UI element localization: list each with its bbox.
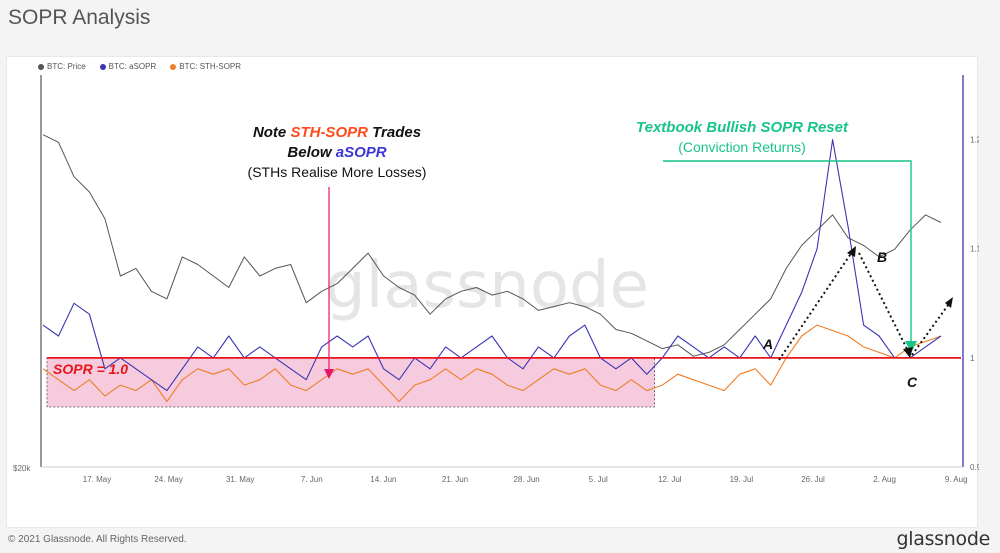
path-a-to-b-head [847,246,856,257]
note-line-2: Below aSOPR [287,144,386,161]
x-tick-label: 7. Jun [301,475,323,484]
note-line-3: (STHs Realise More Losses) [248,164,427,180]
copyright: © 2021 Glassnode. All Rights Reserved. [8,534,187,545]
watermark-text: glassnode [325,249,649,323]
x-tick-label: 9. Aug [945,475,968,484]
point-c-label: C [907,374,918,390]
legend-label: BTC: STH-SOPR [179,62,242,71]
legend-label: BTC: Price [47,62,86,71]
sth-sopr-series-line [42,324,942,403]
legend-label: BTC: aSOPR [108,62,157,71]
note-line-1: Note STH-SOPR Trades [253,124,421,141]
point-a-label: A [762,336,773,352]
path-a-to-b [778,248,855,361]
legend-dot-icon [170,63,177,70]
point-b-label: B [877,249,887,265]
path-c-to-rise-head [945,297,953,308]
x-tick-label: 5. Jul [589,475,608,484]
asopr-series-line [42,139,942,392]
chart-legend: BTC: Price BTC: aSOPR BTC: STH-SOPR [38,62,241,71]
chart-container: 1.2 1.1 1 0.9 $20k 17. May 24. May 31. May 7. Ju… [6,56,979,528]
price-series-line [42,134,942,357]
reset-subtitle: (Conviction Returns) [678,139,806,155]
legend-dot-icon [99,63,106,70]
loss-zone-shade [46,357,655,408]
path-c-to-rise [911,300,952,356]
brand-logo: glassnode [896,528,991,550]
x-tick-label: 24. May [154,475,182,484]
note-arrow-head [324,369,334,379]
x-tick-label: 12. Jul [658,475,682,484]
page-title: SOPR Analysis [8,6,151,29]
legend-dot-icon [38,63,44,70]
right-tick-label: 1.2 [970,136,979,145]
x-tick-label: 28. Jun [513,475,539,484]
x-tick-label: 17. May [83,475,111,484]
right-tick-label: 1 [970,354,975,363]
x-tick-label: 21. Jun [442,475,468,484]
sopr-reference-label: SOPR = 1.0 [53,361,128,377]
x-tick-label: 2. Aug [873,475,896,484]
left-tick-label: $20k [13,464,31,473]
x-tick-label: 19. Jul [730,475,754,484]
x-tick-label: 26. Jul [801,475,825,484]
legend-item[interactable]: BTC: Price [38,62,86,71]
legend-item[interactable]: BTC: aSOPR [99,62,157,71]
x-tick-label: 14. Jun [370,475,396,484]
sopr-chart: 1.2 1.1 1 0.9 $20k 17. May 24. May 31. May 7. Ju… [13,75,979,484]
reset-title: Textbook Bullish SOPR Reset [636,119,849,136]
path-b-to-c-head [903,347,913,358]
legend-item[interactable]: BTC: STH-SOPR [170,62,241,71]
reset-arrow-line [663,160,912,347]
right-tick-label: 1.1 [970,245,979,254]
x-tick-label: 31. May [226,475,254,484]
reset-arrow-head [905,341,917,353]
path-b-to-c [858,252,910,354]
right-tick-label: 0.9 [970,463,979,472]
